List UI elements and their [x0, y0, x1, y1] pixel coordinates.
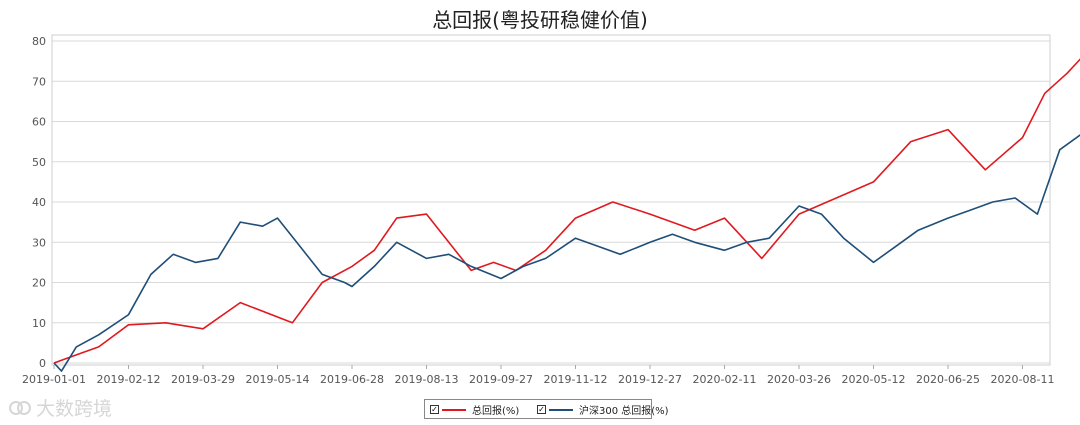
legend-item-csi300[interactable]: ✓ 沪深300 总回报(%) [537, 403, 669, 417]
x-tick-label: 2019-05-14 [246, 373, 310, 386]
series-line-csi300 [53, 134, 1080, 372]
x-tick-label: 2019-01-01 [22, 373, 86, 386]
x-tick-label: 2019-12-27 [618, 373, 682, 386]
y-tick-label: 80 [32, 35, 46, 48]
series-line-total-return [53, 58, 1080, 364]
chart-title: 总回报(粤投研稳健价值) [432, 8, 648, 32]
legend-checkbox[interactable]: ✓ [537, 405, 546, 414]
legend-swatch-red [442, 408, 466, 411]
legend-checkbox[interactable]: ✓ [430, 405, 439, 414]
x-tick-label: 2020-06-25 [916, 373, 980, 386]
y-tick-label: 40 [32, 196, 46, 209]
x-tick-label: 2019-08-13 [395, 373, 459, 386]
legend: ✓ 总回报(%) ✓ 沪深300 总回报(%) [424, 399, 669, 419]
y-tick-label: 30 [32, 236, 46, 249]
y-tick-label: 70 [32, 75, 46, 88]
y-axis-ticks: 0 10 20 30 40 50 60 70 80 [32, 35, 46, 370]
y-tick-label: 60 [32, 116, 46, 129]
legend-swatch-navy [549, 408, 573, 411]
y-tick-label: 50 [32, 156, 46, 169]
x-tick-label: 2020-08-11 [991, 373, 1055, 386]
x-tick-label: 2019-09-27 [469, 373, 533, 386]
y-tick-label: 0 [39, 357, 46, 370]
y-tick-label: 10 [32, 317, 46, 330]
watermark-text: 大数跨境 [36, 398, 113, 420]
x-tick-label: 2020-05-12 [842, 373, 906, 386]
watermark-logo-icon [9, 400, 31, 415]
legend-label-total-return: 总回报(%) [472, 406, 520, 417]
y-tick-label: 20 [32, 277, 46, 290]
series-lines [53, 58, 1080, 372]
x-tick-label: 2019-06-28 [320, 373, 384, 386]
x-axis-ticks: 2019-01-01 2019-02-12 2019-03-29 2019-05-14… [22, 365, 1054, 386]
watermark: 大数跨境 [8, 394, 112, 421]
x-tick-label: 2019-03-29 [171, 373, 235, 386]
x-tick-label: 2020-02-11 [693, 373, 757, 386]
grid-lines [52, 40, 1050, 364]
plot-area [51, 34, 1051, 366]
legend-label-csi300: 沪深300 总回报(%) [579, 406, 669, 417]
legend-item-total-return[interactable]: ✓ 总回报(%) [430, 403, 520, 417]
x-tick-label: 2019-02-12 [97, 373, 161, 386]
x-tick-label: 2019-11-12 [544, 373, 608, 386]
x-tick-label: 2020-03-26 [767, 373, 831, 386]
